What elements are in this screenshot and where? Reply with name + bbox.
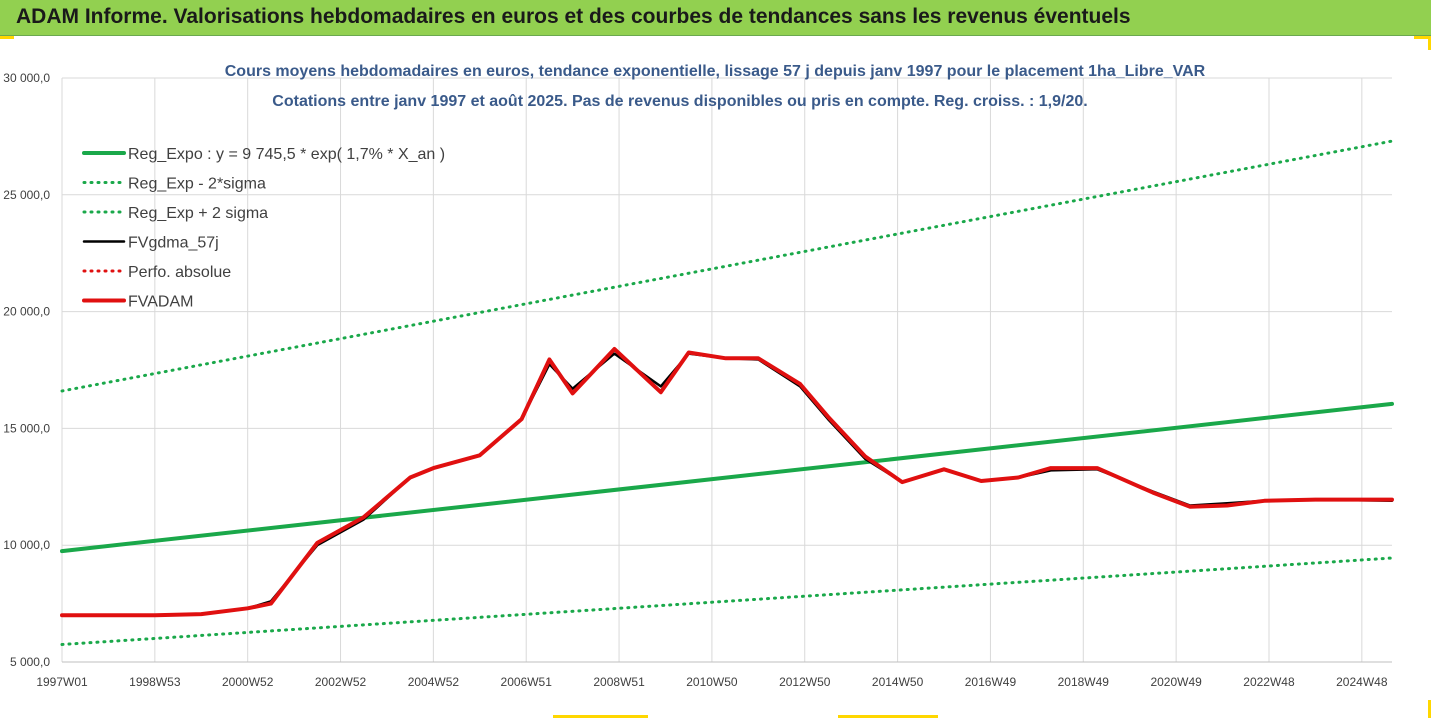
chart-title: Cours moyens hebdomadaires en euros, ten… xyxy=(225,63,1206,80)
legend-label: Perfo. absolue xyxy=(128,264,231,281)
report-header: ADAM Informe. Valorisations hebdomadaire… xyxy=(0,0,1431,36)
frame-corner-top-right-side xyxy=(1428,36,1431,50)
legend-label: FVADAM xyxy=(128,294,193,311)
chart-series xyxy=(60,139,1394,646)
trend-chart: 5 000,0 10 000,0 15 000,0 20 000,0 25 000,0 3… xyxy=(3,63,1394,689)
series-line-0 xyxy=(60,401,1394,554)
series-line-2 xyxy=(60,139,1394,393)
y-tick-label: 20 000,0 xyxy=(3,305,50,319)
series-line-1 xyxy=(60,556,1394,646)
x-tick-label: 2012W50 xyxy=(779,675,831,689)
x-tick-label: 2014W50 xyxy=(872,675,924,689)
x-tick-label: 2006W51 xyxy=(501,675,553,689)
x-tick-label: 2010W50 xyxy=(686,675,738,689)
y-axis-ticks: 5 000,0 10 000,0 15 000,0 20 000,0 25 000,0 3… xyxy=(3,71,50,669)
legend-label: Reg_Exp - 2*sigma xyxy=(128,176,266,193)
chart-subtitle: Cotations entre janv 1997 et août 2025. … xyxy=(272,93,1087,110)
y-tick-label: 5 000,0 xyxy=(10,655,50,669)
chart-grid xyxy=(61,77,1392,663)
x-tick-label: 2008W51 xyxy=(593,675,645,689)
y-tick-label: 10 000,0 xyxy=(3,538,50,552)
x-axis-ticks: 1997W01 1998W53 2000W52 2002W52 2004W52 2006W… xyxy=(36,675,1388,689)
series-line-4 xyxy=(60,347,1394,617)
x-tick-label: 2024W48 xyxy=(1336,675,1388,689)
x-tick-label: 2016W49 xyxy=(965,675,1017,689)
frame-corner-top-left xyxy=(0,36,14,39)
frame-corner-top-right xyxy=(1414,36,1431,39)
frame-mark-bottom-1 xyxy=(553,715,648,718)
y-tick-label: 15 000,0 xyxy=(3,421,50,435)
x-tick-label: 2004W52 xyxy=(408,675,460,689)
x-tick-label: 2018W49 xyxy=(1058,675,1110,689)
report-title: ADAM Informe. Valorisations hebdomadaire… xyxy=(16,5,1131,28)
legend-label: Reg_Expo : y = 9 745,5 * exp( 1,7% * X_a… xyxy=(128,146,445,163)
x-tick-label: 1997W01 xyxy=(36,675,88,689)
x-tick-label: 2000W52 xyxy=(222,675,274,689)
series-line-3 xyxy=(60,352,1394,617)
chart-legend: Reg_Expo : y = 9 745,5 * exp( 1,7% * X_a… xyxy=(82,146,445,311)
x-tick-label: 2022W48 xyxy=(1243,675,1295,689)
x-tick-label: 2002W52 xyxy=(315,675,367,689)
y-tick-label: 25 000,0 xyxy=(3,188,50,202)
frame-mark-bottom-2 xyxy=(838,715,938,718)
series-line-5 xyxy=(60,347,1394,618)
legend-label: FVgdma_57j xyxy=(128,235,219,252)
x-tick-label: 2020W49 xyxy=(1150,675,1202,689)
legend-label: Reg_Exp + 2 sigma xyxy=(128,205,268,222)
x-tick-label: 1998W53 xyxy=(129,675,181,689)
y-tick-label: 30 000,0 xyxy=(3,71,50,85)
frame-corner-bottom-right-side xyxy=(1428,700,1431,718)
